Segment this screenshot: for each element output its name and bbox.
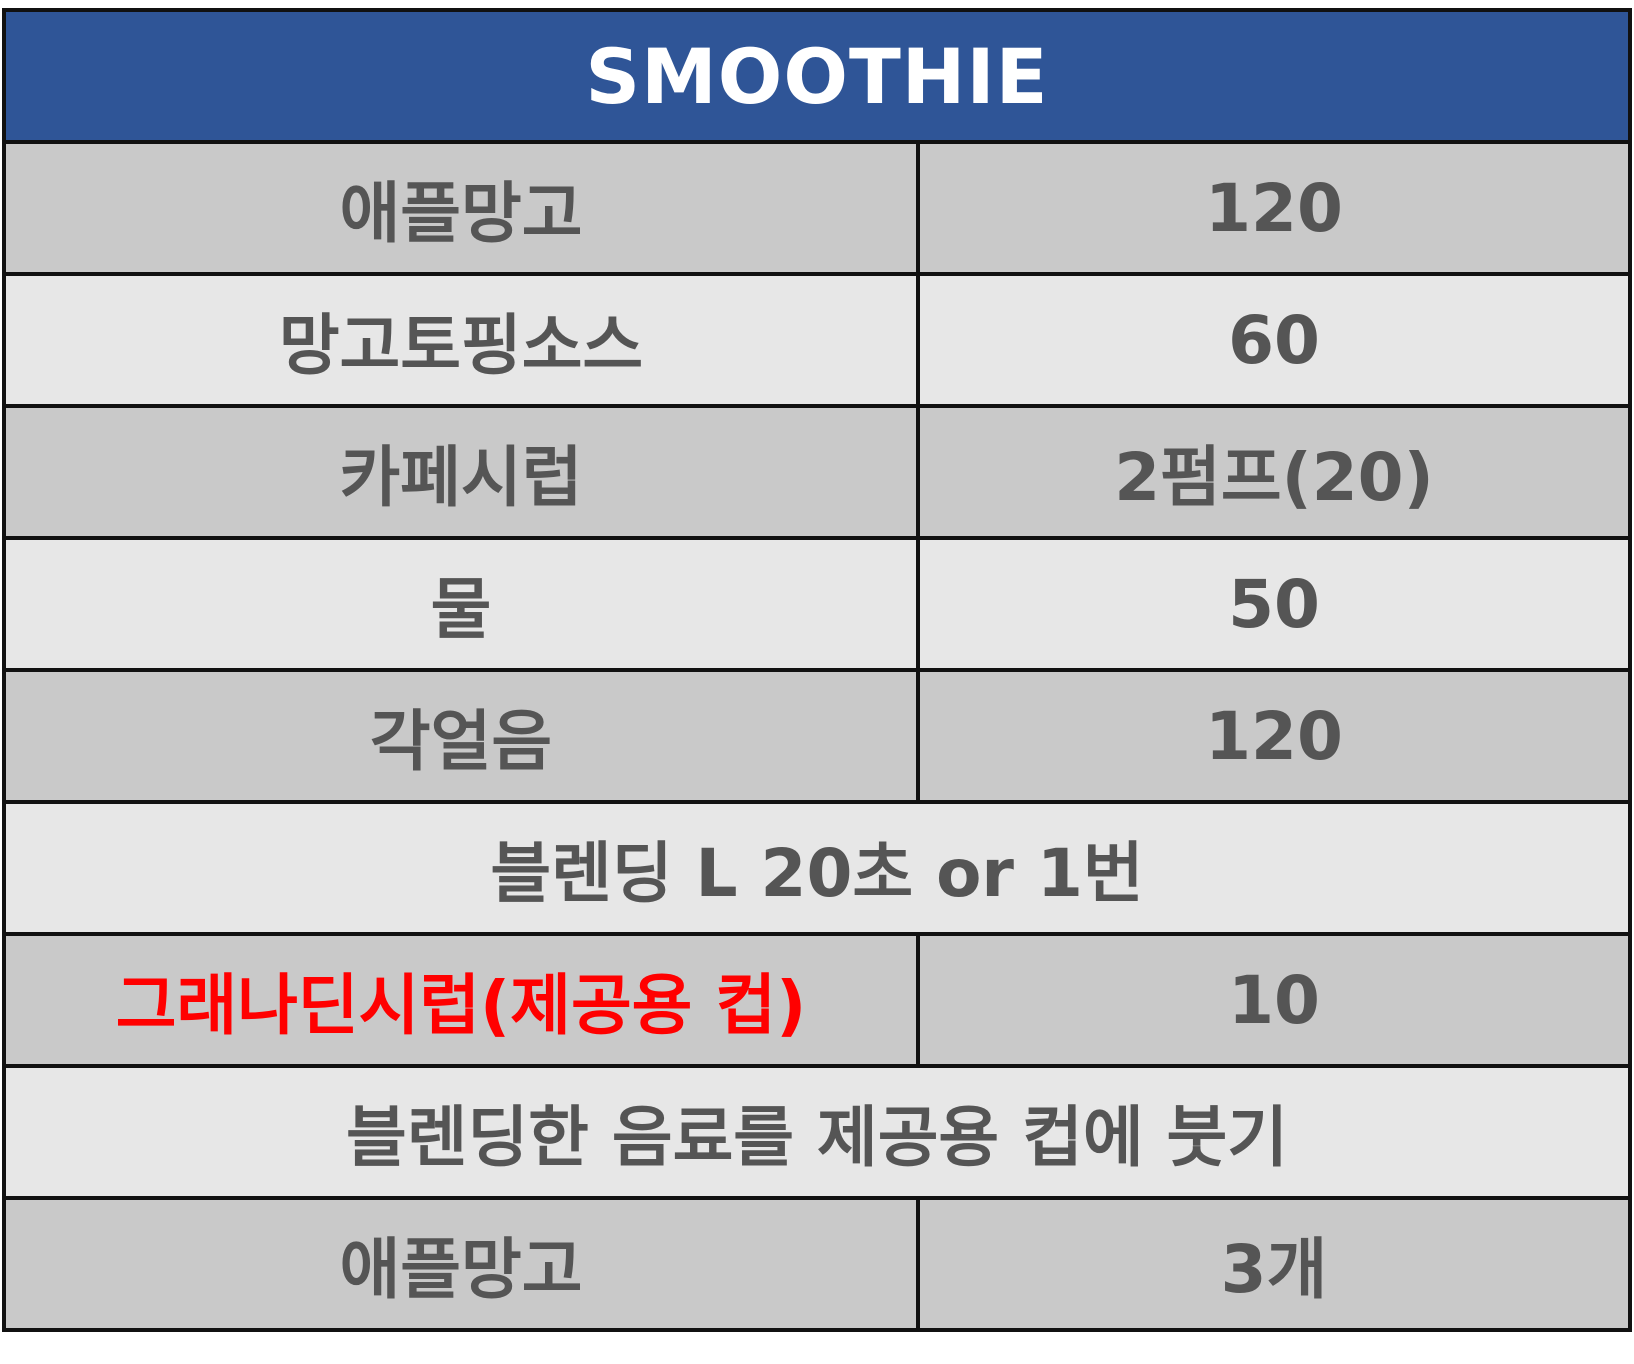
ingredient-amount: 2펌프(20) bbox=[920, 408, 1628, 536]
ingredient-amount: 3개 bbox=[920, 1200, 1628, 1328]
instruction-text: 블렌딩한 음료를 제공용 컵에 붓기 bbox=[6, 1068, 1628, 1196]
ingredient-amount: 60 bbox=[920, 276, 1628, 404]
table-row: 애플망고 120 bbox=[6, 144, 1628, 272]
ingredient-name: 애플망고 bbox=[6, 1200, 916, 1328]
instruction-row: 블렌딩한 음료를 제공용 컵에 붓기 bbox=[6, 1068, 1628, 1196]
table-row: 각얼음 120 bbox=[6, 672, 1628, 800]
recipe-table: SMOOTHIE 애플망고 120 망고토핑소스 60 카페시럽 2펌프(20)… bbox=[2, 8, 1632, 1332]
ingredient-amount: 10 bbox=[920, 936, 1628, 1064]
recipe-rows: 애플망고 120 망고토핑소스 60 카페시럽 2펌프(20) 물 50 각얼음… bbox=[6, 144, 1628, 1328]
ingredient-name: 물 bbox=[6, 540, 916, 668]
recipe-title: SMOOTHIE bbox=[6, 12, 1628, 140]
ingredient-amount: 120 bbox=[920, 144, 1628, 272]
instruction-row: 블렌딩 L 20초 or 1번 bbox=[6, 804, 1628, 932]
instruction-text: 블렌딩 L 20초 or 1번 bbox=[6, 804, 1628, 932]
table-row: 물 50 bbox=[6, 540, 1628, 668]
table-row: 애플망고 3개 bbox=[6, 1200, 1628, 1328]
table-row: 카페시럽 2펌프(20) bbox=[6, 408, 1628, 536]
table-row: 그래나딘시럽(제공용 컵) 10 bbox=[6, 936, 1628, 1064]
ingredient-name: 카페시럽 bbox=[6, 408, 916, 536]
ingredient-name: 애플망고 bbox=[6, 144, 916, 272]
ingredient-amount: 50 bbox=[920, 540, 1628, 668]
ingredient-name: 망고토핑소스 bbox=[6, 276, 916, 404]
highlighted-ingredient-name: 그래나딘시럽(제공용 컵) bbox=[6, 936, 916, 1064]
ingredient-amount: 120 bbox=[920, 672, 1628, 800]
ingredient-name: 각얼음 bbox=[6, 672, 916, 800]
table-row: 망고토핑소스 60 bbox=[6, 276, 1628, 404]
